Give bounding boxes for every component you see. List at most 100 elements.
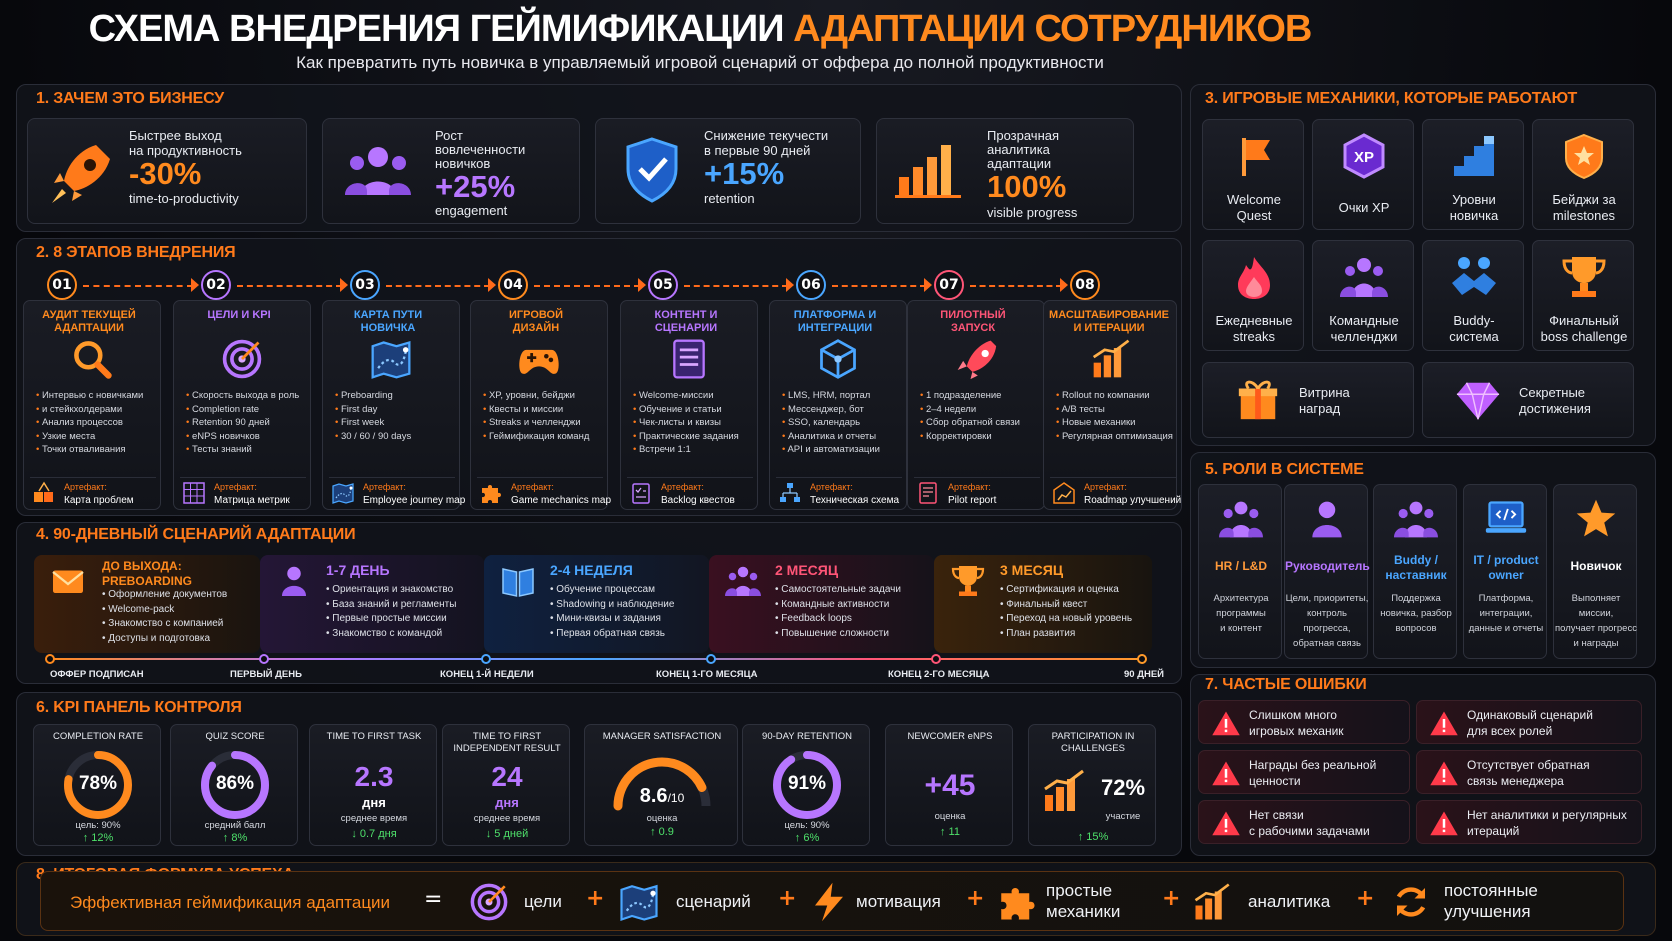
phase-title-line1: 2 МЕСЯЦ [775,562,839,578]
kpi-card: COMPLETION RATE 78% цель: 90% ↑ 12% [33,724,161,846]
stage-title: ПЛАТФОРМА И ИНТЕГРАЦИИ [774,309,896,335]
team-icon [1340,253,1388,305]
role-description-line: Архитектура [1213,593,1269,604]
trophy-icon [950,563,986,603]
mechanic-label-line1: Уровни [1452,192,1496,207]
error-card: Нет связи с рабочими задачами [1198,800,1410,844]
timeline-dot [706,654,716,664]
phase-item: Оформление документов [102,588,227,603]
stage-artifact: Артефакт: Техническая схема [776,477,902,506]
kpi-value: 2.3 [354,761,394,792]
phase-item: Знакомство с командой [326,627,456,642]
error-text-line2: с рабочими задачами [1249,824,1370,838]
kpi-gauge [607,751,717,815]
artifact-label: Артефакт: [661,482,704,492]
formula-plus: + [1162,886,1181,911]
stage-item: Встречи 1:1 [633,443,757,457]
stage-items: Rollout по компанииA/B тестыНовые механи… [1056,389,1180,443]
mechanic-card: Ежедневные streaks [1202,240,1304,351]
people-group-icon [345,147,411,195]
formula-term-line1: простые [1046,881,1113,900]
role-card: Руководитель Цели, приоритеты, контроль пр… [1284,484,1370,659]
formula-term: мотивация [856,891,941,912]
mechanic-label: Buddy-система [1425,313,1523,345]
bar-chart-icon [1041,767,1089,819]
stage-item: eNPS новичков [186,430,310,444]
timeline-dot [259,654,269,664]
map-icon [369,337,413,385]
kpi-delta: ↑ 15% [1077,831,1109,843]
mechanic-label-line2: новичка [1449,208,1499,223]
mechanic-label-line2: Quest [1236,208,1272,223]
stage-item: SSO, календарь [782,416,906,430]
xp-icon: XP [1340,132,1388,184]
role-description-line: и награды [1573,638,1619,649]
artifact-label: Артефакт: [511,482,554,492]
card-label-line2: на продуктивность [129,143,242,158]
role-description-line: Цели, приоритеты, [1285,593,1369,604]
phase-title: ДО ВЫХОДА: PREBOARDING [102,559,192,589]
kpi-delta: ↑ 11 [940,826,960,838]
kpi-card: MANAGER SATISFACTION 8.6/10 оценка ↑ 0.9 [584,724,738,846]
mechanic-card: Buddy-система [1422,240,1524,351]
artifact-label: Артефакт: [363,482,406,492]
artifact-value: Pilot report [948,495,997,506]
phase-title-line1: 2-4 НЕДЕЛЯ [550,562,633,578]
stage-item: Обучение и статьи [633,403,757,417]
stage-title-line1: МАСШТАБИРОВАНИЕ [1049,309,1169,321]
stage-title-line1: КОНТЕНТ И [654,309,718,321]
flag-icon [1230,132,1278,184]
stage-title-line2: НОВИЧКА [360,322,416,334]
stage-number: 07 [934,270,964,300]
mechanic-label: Командные челленджи [1315,313,1413,345]
phase-item: План развития [1000,627,1132,642]
bolt-icon [808,881,850,927]
kpi-delta: ↑ 8% [222,832,248,844]
card-value: +25% [435,169,516,204]
phase-item: Финальный квест [1000,598,1132,613]
phase-item: База знаний и регламенты [326,598,456,613]
stage-items: 1 подразделение2–4 неделиСбор обратной с… [920,389,1044,443]
kpi-title: TIME TO FIRST INDEPENDENT RESULT [447,731,567,755]
warning-icon [1429,809,1459,843]
arrow-head-icon [340,278,348,292]
mechanic-label: Секретные достижения [1519,385,1629,417]
formula-term-line1: постоянные [1444,881,1538,900]
mechanic-label-line2: система [1449,329,1499,344]
handshake-icon [1450,253,1498,305]
map-icon [331,481,355,509]
phase-item: Обучение процессам [550,583,674,598]
stage-number: 05 [648,270,678,300]
formula-term-line2: улучшения [1444,902,1531,921]
mechanic-label-line1: Welcome [1227,192,1281,207]
arrow-head-icon [1060,278,1068,292]
cycle-icon [1390,881,1432,927]
stage-number: 08 [1070,270,1100,300]
stage-item: Мессенджер, бот [782,403,906,417]
phase-item: Командные активности [775,598,901,613]
stage-artifact: Артефакт: Карта проблем [30,477,156,506]
section-7-title: 7. ЧАСТЫЕ ОШИБКИ [1205,676,1367,693]
kpi-card: QUIZ SCORE 86% средний балл ↑ 8% [170,724,298,846]
role-description-line: вопросов [1395,623,1437,634]
kpi-sub: среднее время [473,813,541,824]
map-icon [618,881,660,927]
stage-title: АУДИТ ТЕКУЩЕЙ АДАПТАЦИИ [28,309,150,335]
role-description: Поддержка новичка, разбор вопросов [1374,591,1458,636]
timeline-dot [931,654,941,664]
mechanic-label: Очки XP [1315,200,1413,216]
arrow-head-icon [488,278,496,292]
error-text: Отсутствует обратная связь менеджера [1467,757,1627,789]
formula-term: цели [524,891,562,912]
business-card-analytics: Прозрачная аналитика адаптации 100% visi… [876,118,1134,224]
kpi-delta: ↑ 6% [794,832,820,844]
stage-title-line2: ИНТЕГРАЦИИ [797,322,873,334]
arrow-head-icon [191,278,199,292]
role-description-line: новичка, разбор [1380,608,1452,619]
stage-item: Welcome-миссии [633,389,757,403]
stage-items: XP, уровни, бейджиКвесты и миссииStreaks… [483,389,607,443]
stage-item: Тесты знаний [186,443,310,457]
person-icon [276,563,312,603]
error-text: Слишком много игровых механик [1249,707,1409,739]
